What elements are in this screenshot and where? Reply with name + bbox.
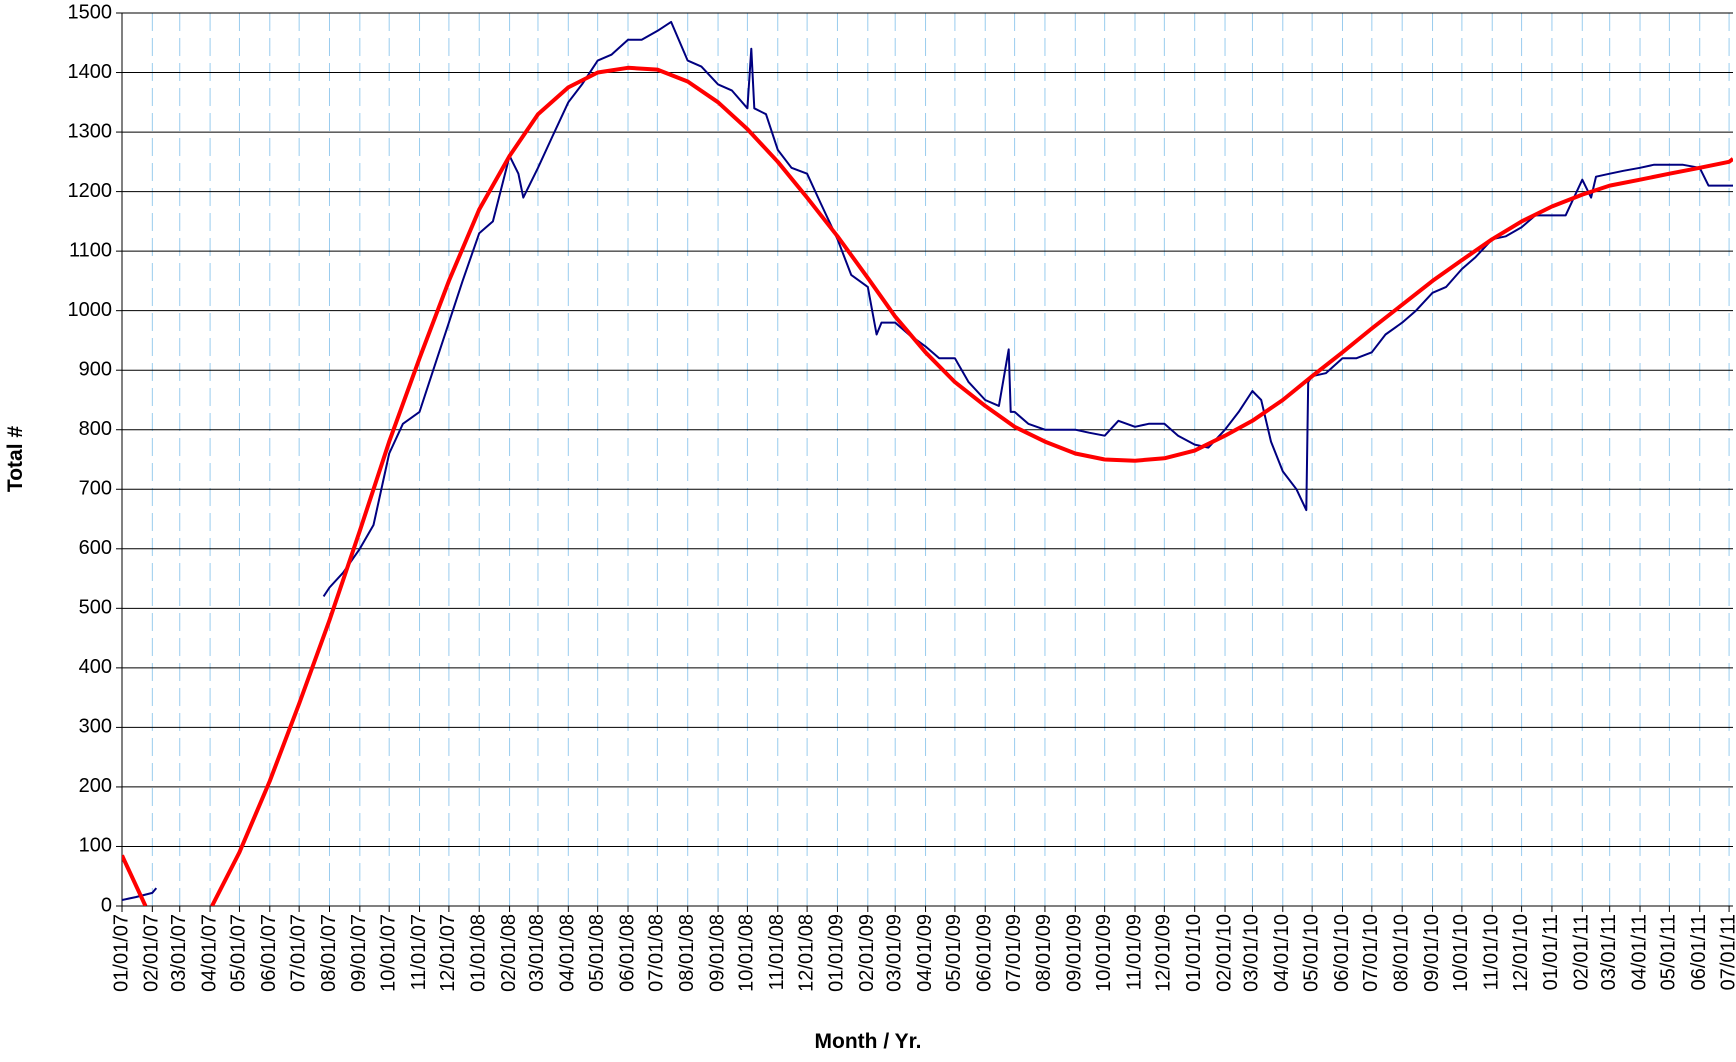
y-tick-label: 1200 (68, 180, 113, 202)
x-tick-label: 06/01/08 (616, 914, 638, 992)
x-tick-label: 07/01/08 (646, 914, 668, 992)
x-tick-label: 08/01/08 (676, 914, 698, 992)
labels: 01/01/07 02/01/07 03/01/07 04/01/07 05/01/07… (68, 1, 1736, 992)
x-tick-label: 01/01/10 (1183, 914, 1205, 992)
x-tick-label: 05/01/07 (228, 914, 250, 992)
x-tick-label: 07/01/07 (287, 914, 309, 992)
x-tick-label: 10/01/10 (1450, 914, 1472, 992)
x-tick-label: 12/01/07 (437, 914, 459, 992)
x-tick-label: 11/01/10 (1481, 914, 1503, 990)
x-tick-label: 12/01/10 (1510, 914, 1532, 992)
y-tick-label: 400 (79, 656, 112, 678)
x-tick-label: 12/01/08 (795, 914, 817, 992)
x-tick-label: 11/01/08 (766, 914, 788, 990)
y-tick-label: 900 (79, 358, 112, 380)
x-tick-label: 04/01/07 (198, 914, 220, 992)
x-tick-label: 05/01/08 (586, 914, 608, 992)
x-tick-label: 09/01/08 (706, 914, 728, 992)
x-tick-label: 01/01/07 (110, 914, 132, 992)
x-tick-label: 10/01/09 (1093, 914, 1115, 992)
x-tick-label: 03/01/09 (883, 914, 905, 992)
x-tick-label: 03/01/08 (526, 914, 548, 992)
x-tick-label: 02/01/08 (498, 914, 520, 992)
y-tick-label: 700 (79, 478, 112, 500)
x-tick-label: 05/01/09 (943, 914, 965, 992)
y-tick-label: 500 (79, 597, 112, 619)
y-axis-title: Total # (4, 426, 27, 492)
x-tick-label: 01/01/11 (1540, 914, 1562, 990)
y-tick-label: 1300 (68, 120, 113, 142)
x-tick-label: 10/01/08 (736, 914, 758, 992)
y-tick-label: 1400 (68, 61, 113, 83)
data-line (122, 65, 1733, 906)
x-tick-label: 03/01/07 (168, 914, 190, 992)
x-tick-label: 11/01/07 (408, 914, 430, 990)
x-tick-label: 04/01/10 (1271, 914, 1293, 992)
x-tick-label: 02/01/11 (1571, 914, 1593, 990)
x-tick-label: 12/01/09 (1153, 914, 1175, 992)
y-tick-label: 600 (79, 537, 112, 559)
x-tick-label: 06/01/07 (258, 914, 280, 992)
x-tick-label: 07/01/10 (1360, 914, 1382, 992)
x-tick-label: 08/01/09 (1033, 914, 1055, 992)
y-tick-label: 100 (79, 835, 112, 857)
x-tick-label: 06/01/09 (974, 914, 996, 992)
x-tick-label: 08/01/10 (1390, 914, 1412, 992)
y-tick-label: 1500 (68, 1, 113, 23)
x-tick-label: 09/01/10 (1421, 914, 1443, 992)
plot-area (122, 20, 1733, 906)
x-tick-label: 03/01/10 (1241, 914, 1263, 992)
grid (116, 12, 1733, 912)
x-tick-label: 05/01/11 (1658, 914, 1680, 990)
x-tick-label: 02/01/10 (1213, 914, 1235, 992)
x-tick-label: 01/01/08 (468, 914, 490, 992)
x-axis-title: Month / Yr. (815, 1030, 922, 1053)
x-tick-label: 06/01/10 (1331, 914, 1353, 992)
x-tick-label: 02/01/09 (856, 914, 878, 992)
y-tick-label: 300 (79, 716, 112, 738)
x-tick-label: 02/01/07 (141, 914, 163, 992)
x-tick-label: 03/01/11 (1598, 914, 1620, 990)
x-tick-label: 01/01/09 (826, 914, 848, 992)
x-tick-label: 06/01/11 (1688, 914, 1710, 990)
x-tick-label: 07/01/11 (1717, 914, 1736, 990)
x-tick-label: 11/01/09 (1123, 914, 1145, 990)
data-line (122, 20, 1733, 901)
y-tick-label: 1000 (68, 299, 113, 321)
x-tick-label: 05/01/10 (1300, 914, 1322, 992)
x-tick-label: 08/01/07 (318, 914, 340, 992)
x-tick-label: 04/01/08 (557, 914, 579, 992)
x-tick-label: 04/01/11 (1628, 914, 1650, 990)
y-tick-label: 0 (101, 894, 112, 916)
x-tick-label: 09/01/09 (1064, 914, 1086, 992)
x-tick-label: 07/01/09 (1003, 914, 1025, 992)
y-tick-label: 1100 (69, 239, 112, 261)
y-tick-label: 800 (79, 418, 112, 440)
x-tick-label: 10/01/07 (377, 914, 399, 992)
x-tick-label: 04/01/09 (914, 914, 936, 992)
y-tick-label: 200 (79, 775, 112, 797)
x-tick-label: 09/01/07 (348, 914, 370, 992)
